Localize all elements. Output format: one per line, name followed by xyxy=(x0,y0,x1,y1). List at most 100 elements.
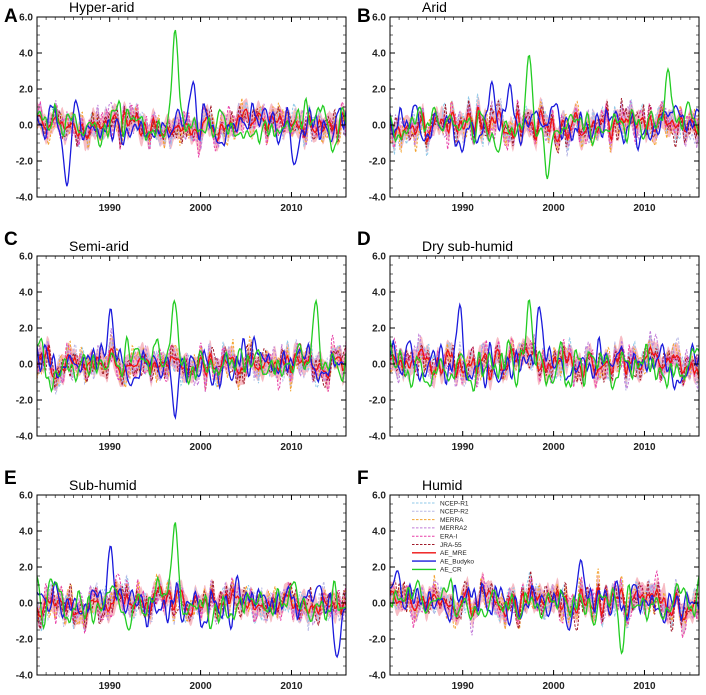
y-tick-label: -4.0 xyxy=(369,193,387,204)
panel-letter: D xyxy=(357,229,371,250)
series-ae-mre xyxy=(37,108,346,143)
series-ae-cr xyxy=(390,54,699,180)
y-tick-label: 0.0 xyxy=(372,599,386,610)
panel-a: A Hyper-arid -4.0 -2.0 0.0 2.0 4.0 6.0 1990 200… xyxy=(4,0,347,214)
x-tick-label: 2010 xyxy=(280,681,303,692)
y-tick-label: 2.0 xyxy=(372,563,386,574)
series-merra2 xyxy=(37,578,346,626)
y-tick-label: 6.0 xyxy=(372,252,386,263)
series-ae-cr xyxy=(390,299,699,392)
series-ae-cr xyxy=(37,29,346,154)
legend-label: JRA-55 xyxy=(440,542,462,549)
y-tick-label: -2.0 xyxy=(16,396,34,407)
uncertainty-band xyxy=(37,335,346,392)
x-tick-label: 1990 xyxy=(99,681,122,692)
x-tick-label: 1990 xyxy=(452,681,475,692)
y-tick-label: -4.0 xyxy=(369,432,387,443)
y-tick-label: 0.0 xyxy=(372,121,386,132)
y-tick-label: -2.0 xyxy=(369,396,387,407)
y-tick-label: 0.0 xyxy=(19,360,33,371)
x-tick-label: 1990 xyxy=(99,442,122,453)
series-merra xyxy=(37,98,346,149)
panel-title: Dry sub-humid xyxy=(422,238,513,254)
plot-frame xyxy=(36,494,347,676)
plot-area xyxy=(390,558,699,655)
y-tick-label: 4.0 xyxy=(372,49,386,60)
plot-area xyxy=(37,522,346,659)
legend-label: AE_Budyko xyxy=(440,558,474,565)
x-tick-label: 1990 xyxy=(452,203,475,214)
y-tick-label: 4.0 xyxy=(372,527,386,538)
plot-area xyxy=(390,54,699,180)
y-tick-label: 0.0 xyxy=(19,599,33,610)
panel-e: E Sub-humid -4.0 -2.0 0.0 2.0 4.0 6.0 1990 2000… xyxy=(4,468,347,692)
series-ae-cr xyxy=(37,522,346,632)
y-tick-label: 2.0 xyxy=(372,85,386,96)
legend-label: MERRA xyxy=(440,517,464,524)
series-ncep-r1 xyxy=(390,572,699,629)
x-tick-label: 2010 xyxy=(633,203,656,214)
y-tick-label: -4.0 xyxy=(369,671,387,682)
panel-letter: C xyxy=(4,229,18,250)
series-jra-55 xyxy=(37,580,346,629)
series-ae-budyko xyxy=(37,79,346,187)
x-tick-label: 2010 xyxy=(280,203,303,214)
panel-title: Arid xyxy=(422,0,447,15)
panel-letter: B xyxy=(357,6,371,27)
y-tick-label: -2.0 xyxy=(369,157,387,168)
x-tick-label: 2010 xyxy=(633,442,656,453)
panel-letter: F xyxy=(357,468,369,489)
y-tick-label: 2.0 xyxy=(19,85,33,96)
legend-label: AE_CR xyxy=(440,567,462,574)
x-tick-label: 1990 xyxy=(452,442,475,453)
y-tick-label: -2.0 xyxy=(16,157,34,168)
y-tick-label: 4.0 xyxy=(372,288,386,299)
x-tick-label: 2000 xyxy=(542,681,565,692)
panel-title: Hyper-arid xyxy=(69,0,134,15)
y-tick-label: 4.0 xyxy=(19,527,33,538)
x-tick-label: 2000 xyxy=(189,203,212,214)
series-ncep-r2 xyxy=(390,578,699,635)
y-tick-label: 6.0 xyxy=(372,13,386,24)
panel-letter: E xyxy=(4,468,17,489)
x-tick-label: 1990 xyxy=(99,203,122,214)
y-tick-label: 0.0 xyxy=(372,360,386,371)
y-tick-label: 4.0 xyxy=(19,49,33,60)
y-tick-label: 6.0 xyxy=(19,13,33,24)
legend-label: NCEP-R2 xyxy=(440,509,469,516)
y-tick-label: 6.0 xyxy=(19,252,33,263)
y-tick-label: -2.0 xyxy=(16,635,34,646)
legend-label: AE_MRE xyxy=(440,550,467,557)
x-tick-label: 2000 xyxy=(542,442,565,453)
x-tick-label: 2000 xyxy=(189,442,212,453)
plot-area xyxy=(390,299,699,395)
y-tick-label: 0.0 xyxy=(19,121,33,132)
y-tick-label: -4.0 xyxy=(16,671,34,682)
x-tick-label: 2000 xyxy=(542,203,565,214)
series-ae-cr xyxy=(390,575,699,655)
panel-title: Semi-arid xyxy=(69,238,129,254)
legend-label: MERRA2 xyxy=(440,525,467,532)
series-jra-55 xyxy=(390,570,699,632)
x-tick-label: 2000 xyxy=(189,681,212,692)
panel-f: F Humid -4.0 -2.0 0.0 2.0 4.0 6.0 1990 2000 2010… xyxy=(357,468,700,692)
y-tick-label: 2.0 xyxy=(372,324,386,335)
plot-area xyxy=(37,29,346,187)
y-tick-label: 2.0 xyxy=(19,563,33,574)
plot-area xyxy=(37,298,346,420)
panel-c: C Semi-arid -4.0 -2.0 0.0 2.0 4.0 6.0 1990 2000… xyxy=(4,229,347,453)
y-tick-label: 4.0 xyxy=(19,288,33,299)
series-merra2 xyxy=(390,330,699,391)
legend-label: ERA-I xyxy=(440,534,458,541)
series-ae-cr xyxy=(37,298,346,393)
panel-title: Humid xyxy=(422,477,462,493)
series-ae-budyko xyxy=(390,302,699,392)
y-tick-label: -2.0 xyxy=(369,635,387,646)
panel-b: B Arid -4.0 -2.0 0.0 2.0 4.0 6.0 1990 2000 2010 xyxy=(357,0,700,214)
y-tick-label: -4.0 xyxy=(16,193,34,204)
panel-d: D Dry sub-humid -4.0 -2.0 0.0 2.0 4.0 6.0 1990… xyxy=(357,229,700,453)
y-tick-label: 2.0 xyxy=(19,324,33,335)
legend-label: NCEP-R1 xyxy=(440,500,469,507)
plot-frame xyxy=(36,16,347,198)
